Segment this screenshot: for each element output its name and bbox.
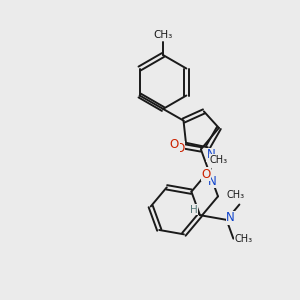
Text: CH₃: CH₃	[234, 234, 252, 244]
Text: N: N	[208, 175, 217, 188]
Text: O: O	[202, 168, 211, 181]
Text: CH₃: CH₃	[226, 190, 244, 200]
Text: CH₃: CH₃	[209, 154, 227, 164]
Text: N: N	[226, 212, 235, 224]
Text: O: O	[176, 142, 184, 155]
Text: CH₃: CH₃	[153, 30, 172, 40]
Text: H: H	[202, 168, 210, 178]
Text: N: N	[207, 148, 215, 161]
Text: H: H	[190, 205, 198, 214]
Text: O: O	[170, 138, 179, 151]
